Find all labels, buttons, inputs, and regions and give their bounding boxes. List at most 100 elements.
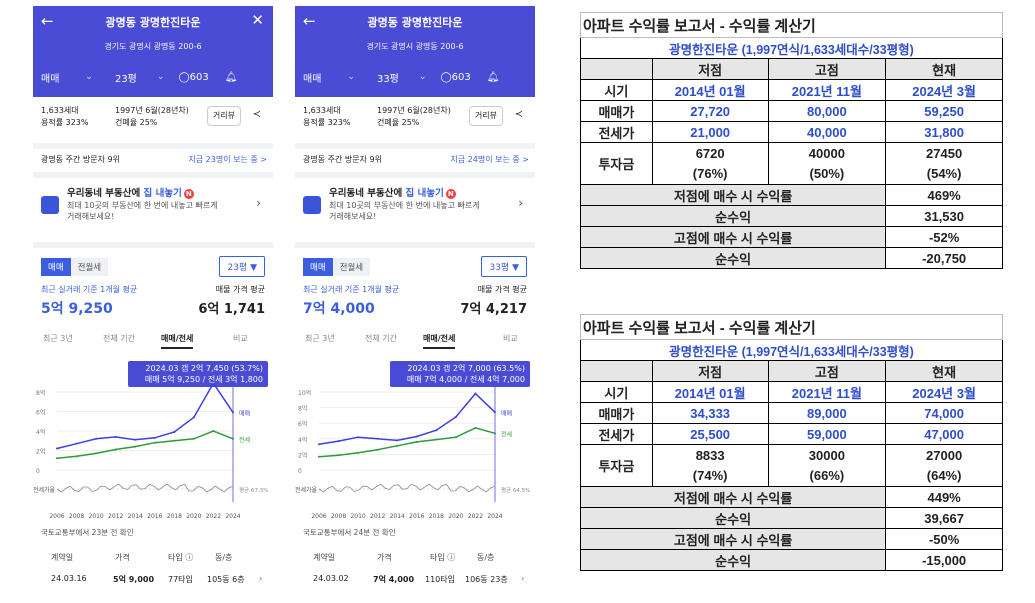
tab-sale[interactable]: 매매	[41, 258, 71, 276]
data-point	[415, 435, 418, 438]
header-filter-bar: 매매 ⌄ 33평 ⌄ ◯ 603 🔔︎	[295, 66, 535, 88]
col-price: 가격	[115, 553, 130, 562]
cell-value: 34,333	[651, 402, 769, 424]
data-point	[153, 436, 156, 439]
cell-value: (76%)	[651, 163, 769, 185]
comment-icon: ◯	[178, 71, 190, 83]
data-point	[396, 444, 399, 447]
cell-value: 30000	[767, 444, 887, 466]
x-tick-label: 2018	[167, 513, 182, 520]
data-point	[415, 440, 418, 443]
chevron-down-icon[interactable]: ⌄	[85, 72, 93, 82]
divider	[295, 172, 535, 178]
area-dropdown[interactable]: 33평 ▼	[481, 256, 527, 277]
net-label: 순수익	[579, 205, 887, 227]
report-title: 아파트 수익률 보고서 - 수익률 계산기	[580, 12, 1003, 38]
chevron-right-icon[interactable]: ›	[521, 574, 525, 583]
data-point	[376, 437, 379, 440]
sell-promo-banner[interactable]: 우리동네 부동산에 집 내놓기 N 최대 10곳의 부동산에 한 번에 내놓고 빠…	[295, 182, 535, 232]
tab-rent[interactable]: 전월세	[332, 258, 371, 276]
tab-sale[interactable]: 매매	[303, 258, 333, 276]
share-icon[interactable]: ≺	[252, 109, 261, 120]
comments-button[interactable]: ◯ 603	[440, 72, 470, 83]
divider	[295, 143, 535, 149]
back-arrow-icon[interactable]: ←	[303, 12, 316, 30]
tab-all-period[interactable]: 전체 기간	[365, 334, 397, 343]
visitor-rank: 광명동 주간 방문자 9위	[303, 155, 382, 164]
data-point	[56, 447, 58, 450]
chevron-right-icon[interactable]: ›	[259, 574, 263, 583]
data-point	[75, 442, 78, 445]
street-view-button[interactable]: 거리뷰	[206, 106, 241, 126]
cell-value: (54%)	[885, 163, 1003, 185]
data-point	[173, 430, 176, 433]
data-point	[95, 452, 98, 455]
area-dropdown[interactable]: 23평 ▼	[219, 256, 265, 277]
net-label: 순수익	[579, 507, 887, 529]
data-point	[474, 392, 477, 395]
tx-price: 7억 4,000	[373, 575, 415, 584]
chevron-down-icon[interactable]: ⌄	[418, 72, 427, 82]
low-buy-value: 449%	[885, 486, 1003, 508]
back-arrow-icon[interactable]: ←	[41, 12, 54, 30]
cell-value: 31,800	[885, 121, 1003, 143]
area-select[interactable]: 23평	[114, 73, 137, 85]
cell-value: 2024년 3월	[885, 381, 1003, 403]
viewers-link[interactable]: 지금 24명이 보는 중 >	[450, 155, 529, 164]
row-label-sale: 매매가	[580, 402, 653, 424]
header-empty	[580, 58, 653, 80]
period-tabs: 최근 3년 전체 기간 매매/전세 비교	[33, 333, 273, 349]
street-view-button[interactable]: 거리뷰	[468, 106, 503, 126]
promo-highlight: 집 내놓기	[405, 188, 444, 199]
built-text: 1997년 6월(28년차)	[115, 106, 189, 115]
ratio-label: 전세가율	[33, 486, 56, 494]
tab-compare[interactable]: 비교	[503, 334, 518, 343]
tab-sale-rent[interactable]: 매매/전세	[161, 333, 194, 349]
sell-promo-banner[interactable]: 우리동네 부동산에 집 내놓기 N 최대 10곳의 부동산에 한 번에 내놓고 빠…	[33, 182, 273, 232]
tab-compare[interactable]: 비교	[233, 334, 248, 343]
header-filter-bar: 매매 ⌄ 23평 ⌄ ◯ 603 🔔︎	[33, 66, 273, 88]
table-row[interactable]: 24.03.02 7억 4,000 110타입 106동 23층 ›	[295, 574, 535, 588]
comments-button[interactable]: ◯ 603	[178, 72, 208, 83]
data-point	[454, 415, 457, 418]
deal-type-select[interactable]: 매매	[41, 73, 60, 85]
households-text: 1,633세대	[41, 106, 79, 115]
tab-sale-rent[interactable]: 매매/전세	[423, 333, 456, 349]
tab-all-period[interactable]: 전체 기간	[103, 334, 135, 343]
divider	[295, 242, 535, 248]
x-tick-label: 2014	[390, 513, 405, 520]
chevron-down-icon[interactable]: ⌄	[156, 72, 165, 82]
households-text: 1,633세대	[303, 106, 341, 115]
close-icon[interactable]: ✕	[251, 11, 264, 29]
x-tick-label: 2006	[49, 513, 64, 520]
table-row[interactable]: 24.03.16 5억 9,000 77타입 105동 6층 ›	[33, 574, 273, 588]
share-icon[interactable]: ≺	[514, 109, 523, 120]
row-label-jeonse: 전세가	[580, 121, 653, 143]
high-buy-value: -50%	[885, 528, 1003, 550]
cell-value: 27000	[885, 444, 1003, 466]
row-label-invest: 투자금	[580, 444, 653, 487]
header-current: 현재	[885, 360, 1003, 382]
bell-icon[interactable]: 🔔︎	[486, 71, 500, 83]
data-point	[56, 457, 58, 460]
y-tick-label: 8억	[298, 405, 307, 413]
tab-recent-3y[interactable]: 최근 3년	[305, 334, 335, 343]
deal-type-select[interactable]: 매매	[303, 73, 322, 85]
tab-rent[interactable]: 전월세	[70, 258, 109, 276]
bell-icon[interactable]: 🔔︎	[224, 71, 238, 83]
viewers-link[interactable]: 지금 23명이 보는 중 >	[188, 155, 267, 164]
chevron-down-icon[interactable]: ⌄	[347, 72, 355, 82]
chart-tooltip: 2024.03 갭 2억 7,450 (53.7%) 매매 5억 9,250 /…	[128, 361, 268, 387]
cell-value: 47,000	[885, 423, 1003, 445]
tab-recent-3y[interactable]: 최근 3년	[43, 334, 73, 343]
cell-value: 80,000	[767, 100, 887, 122]
area-select[interactable]: 33평	[376, 73, 399, 85]
far-text: 용적률 323%	[41, 118, 89, 127]
chart-tooltip: 2024.03 갭 2억 7,000 (63.5%) 매매 7억 4,000 /…	[390, 361, 530, 387]
trade-type-toggle: 매매 전월세	[41, 258, 109, 276]
yield-report-table: 아파트 수익률 보고서 - 수익률 계산기 광명한진타운 (1,997연식/1,…	[579, 12, 1003, 269]
cell-value: 59,250	[885, 100, 1003, 122]
series-end-label: 매매	[239, 409, 250, 417]
